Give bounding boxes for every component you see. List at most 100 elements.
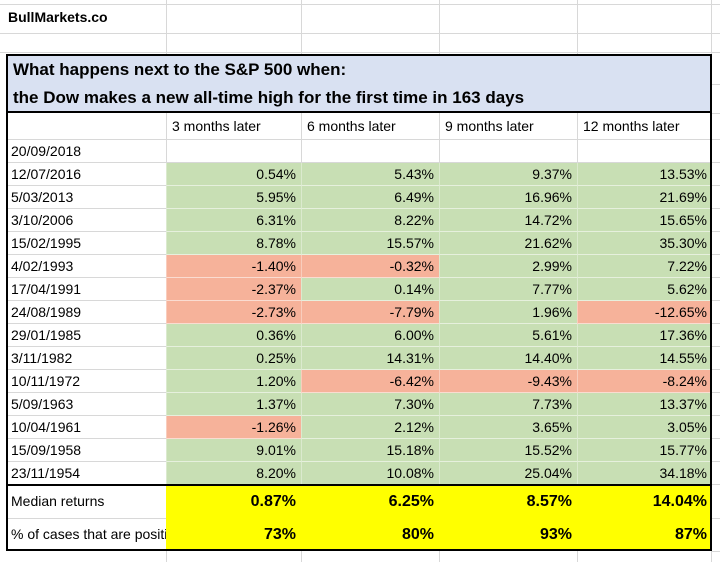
date-cell: 3/11/1982 xyxy=(6,347,166,370)
return-cell: 0.36% xyxy=(166,324,301,347)
return-cell: -1.26% xyxy=(166,416,301,439)
return-cell: -2.37% xyxy=(166,278,301,301)
gridline xyxy=(0,33,720,34)
return-cell: 1.20% xyxy=(166,370,301,393)
gridline xyxy=(166,0,167,54)
summary-value: 0.87% xyxy=(250,493,296,510)
table-row: 4/02/1993 -1.40% -0.32% 2.99% 7.22% xyxy=(0,255,720,278)
return-cell: 15.52% xyxy=(439,439,577,462)
table-row: 10/04/1961 -1.26% 2.12% 3.65% 3.05% xyxy=(0,416,720,439)
gridline xyxy=(712,324,720,347)
return-cell: 6.00% xyxy=(301,324,439,347)
return-cell: 8.20% xyxy=(166,462,301,485)
gridline xyxy=(439,551,440,562)
gridline xyxy=(439,0,440,54)
title-line-1: What happens next to the S&P 500 when: xyxy=(13,60,347,79)
return-cell: 35.30% xyxy=(577,232,712,255)
column-header: 3 months later xyxy=(166,113,301,140)
return-cell: 7.77% xyxy=(439,278,577,301)
gridline xyxy=(301,551,302,562)
gridline xyxy=(712,255,720,278)
gridline xyxy=(577,551,578,562)
return-cell: 3.05% xyxy=(577,416,712,439)
return-cell: 0.54% xyxy=(166,163,301,186)
return-cell: 34.18% xyxy=(577,462,712,485)
summary-row-positive: % of cases that are positive 73% 80% 93%… xyxy=(0,518,720,551)
summary-value: 93% xyxy=(539,526,572,543)
return-cell xyxy=(439,140,577,163)
date-cell: 12/07/2016 xyxy=(6,163,166,186)
return-cell: 14.72% xyxy=(439,209,577,232)
date-cell: 5/03/2013 xyxy=(6,186,166,209)
return-cell: 8.78% xyxy=(166,232,301,255)
table-row: 10/11/1972 1.20% -6.42% -9.43% -8.24% xyxy=(0,370,720,393)
gridline xyxy=(712,370,720,393)
gridline xyxy=(712,278,720,301)
return-cell: 15.57% xyxy=(301,232,439,255)
column-header: 12 months later xyxy=(577,113,712,140)
return-cell: 1.96% xyxy=(439,301,577,324)
table-row: 20/09/2018 xyxy=(0,140,720,163)
summary-value: 87% xyxy=(674,526,707,543)
table-row: 3/10/2006 6.31% 8.22% 14.72% 15.65% xyxy=(0,209,720,232)
return-cell: 0.25% xyxy=(166,347,301,370)
gridline xyxy=(712,163,720,186)
summary-value: 80% xyxy=(401,526,434,543)
gridline xyxy=(712,84,720,85)
return-cell: 1.37% xyxy=(166,393,301,416)
return-cell: -6.42% xyxy=(301,370,439,393)
summary-value: 8.57% xyxy=(526,493,572,510)
gridline xyxy=(712,518,720,519)
summary-highlight xyxy=(166,485,712,551)
date-cell: 15/09/1958 xyxy=(6,439,166,462)
return-cell: 7.30% xyxy=(301,393,439,416)
gridline xyxy=(0,52,720,53)
summary-value: 14.04% xyxy=(652,493,707,510)
gridline xyxy=(712,347,720,370)
return-cell: 9.01% xyxy=(166,439,301,462)
return-cell: -9.43% xyxy=(439,370,577,393)
return-cell: 6.49% xyxy=(301,186,439,209)
table-row: 3/11/1982 0.25% 14.31% 14.40% 14.55% xyxy=(0,347,720,370)
gridline xyxy=(6,518,166,519)
return-cell: 15.65% xyxy=(577,209,712,232)
gridline xyxy=(166,551,167,562)
gridline xyxy=(712,209,720,232)
table-row: 5/03/2013 5.95% 6.49% 16.96% 21.69% xyxy=(0,186,720,209)
gridline xyxy=(712,551,720,552)
return-cell: -2.73% xyxy=(166,301,301,324)
date-cell: 15/02/1995 xyxy=(6,232,166,255)
date-cell: 24/08/1989 xyxy=(6,301,166,324)
column-header: 6 months later xyxy=(301,113,439,140)
return-cell: 5.95% xyxy=(166,186,301,209)
return-cell: -7.79% xyxy=(301,301,439,324)
return-cell: 8.22% xyxy=(301,209,439,232)
return-cell: 17.36% xyxy=(577,324,712,347)
title-line-2: the Dow makes a new all-time high for th… xyxy=(13,87,525,107)
return-cell: 5.43% xyxy=(301,163,439,186)
return-cell: -0.32% xyxy=(301,255,439,278)
return-cell: 15.77% xyxy=(577,439,712,462)
gridline xyxy=(301,0,302,54)
return-cell: 21.62% xyxy=(439,232,577,255)
table-border xyxy=(710,54,712,551)
table-row: 15/02/1995 8.78% 15.57% 21.62% 35.30% xyxy=(0,232,720,255)
return-cell: 2.99% xyxy=(439,255,577,278)
table-row: 29/01/1985 0.36% 6.00% 5.61% 17.36% xyxy=(0,324,720,347)
summary-label: Median returns xyxy=(11,493,105,509)
return-cell: 7.73% xyxy=(439,393,577,416)
return-cell: 9.37% xyxy=(439,163,577,186)
gridline xyxy=(712,140,720,163)
brand-text: BullMarkets.co xyxy=(8,9,108,25)
data-rows: 20/09/2018 12/07/2016 0.54% 5.43% 9.37% … xyxy=(0,140,720,485)
date-cell: 3/10/2006 xyxy=(6,209,166,232)
return-cell: 25.04% xyxy=(439,462,577,485)
return-cell: 14.55% xyxy=(577,347,712,370)
title-block: What happens next to the S&P 500 when: t… xyxy=(6,54,712,113)
table-row: 17/04/1991 -2.37% 0.14% 7.77% 5.62% xyxy=(0,278,720,301)
summary-row-median: Median returns 0.87% 6.25% 8.57% 14.04% xyxy=(0,485,720,518)
return-cell: 5.62% xyxy=(577,278,712,301)
summary-value: 73% xyxy=(263,526,296,543)
gridline xyxy=(712,439,720,462)
